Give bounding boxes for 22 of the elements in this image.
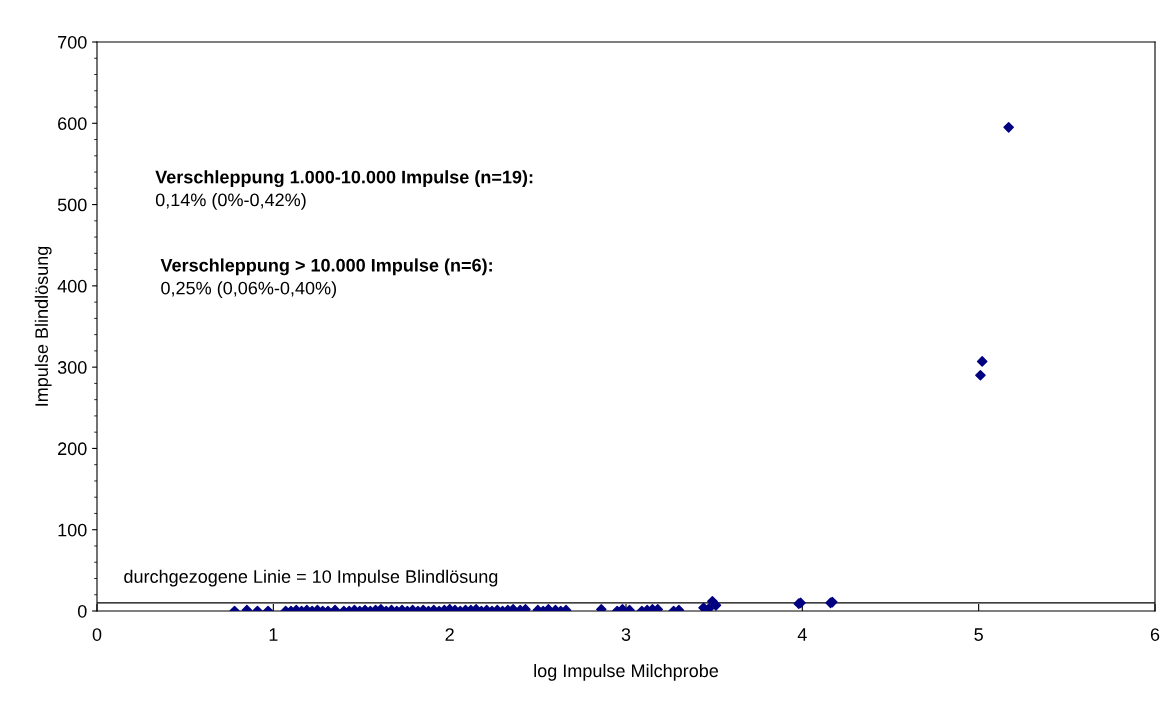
x-tick-label: 2 (445, 628, 454, 641)
y-axis-title: Impulse Blindlösung (34, 246, 52, 406)
y-tick-label: 200 (58, 442, 87, 456)
y-tick-label: 100 (58, 523, 87, 537)
annotation: 0,14% (0%-0,42%) (155, 193, 306, 210)
x-axis-title: log Impulse Milchprobe (534, 663, 719, 681)
y-tick-label: 600 (58, 117, 87, 131)
x-tick-label: 5 (974, 628, 983, 641)
y-tick-label: 0 (77, 604, 87, 618)
y-tick-label: 300 (57, 361, 87, 374)
y-tick-label: 700 (58, 35, 87, 49)
y-tick-label: 500 (57, 198, 87, 212)
y-tick-label: 400 (57, 279, 87, 293)
x-tick-label: 4 (797, 628, 807, 641)
annotation: 0,25% (0,06%-0,40%) (161, 281, 336, 299)
annotation: Verschleppung > 10.000 Impulse (n=6): (160, 258, 492, 276)
annotation: Verschleppung 1.000-10.000 Impulse (n=19): (155, 170, 533, 188)
x-tick-label: 3 (621, 628, 631, 641)
x-tick-label: 1 (269, 628, 278, 641)
x-tick-label: 0 (92, 628, 102, 641)
annotation: durchgezogene Linie = 10 Impulse Blindlösung (124, 569, 498, 587)
x-tick-label: 6 (1150, 628, 1160, 641)
